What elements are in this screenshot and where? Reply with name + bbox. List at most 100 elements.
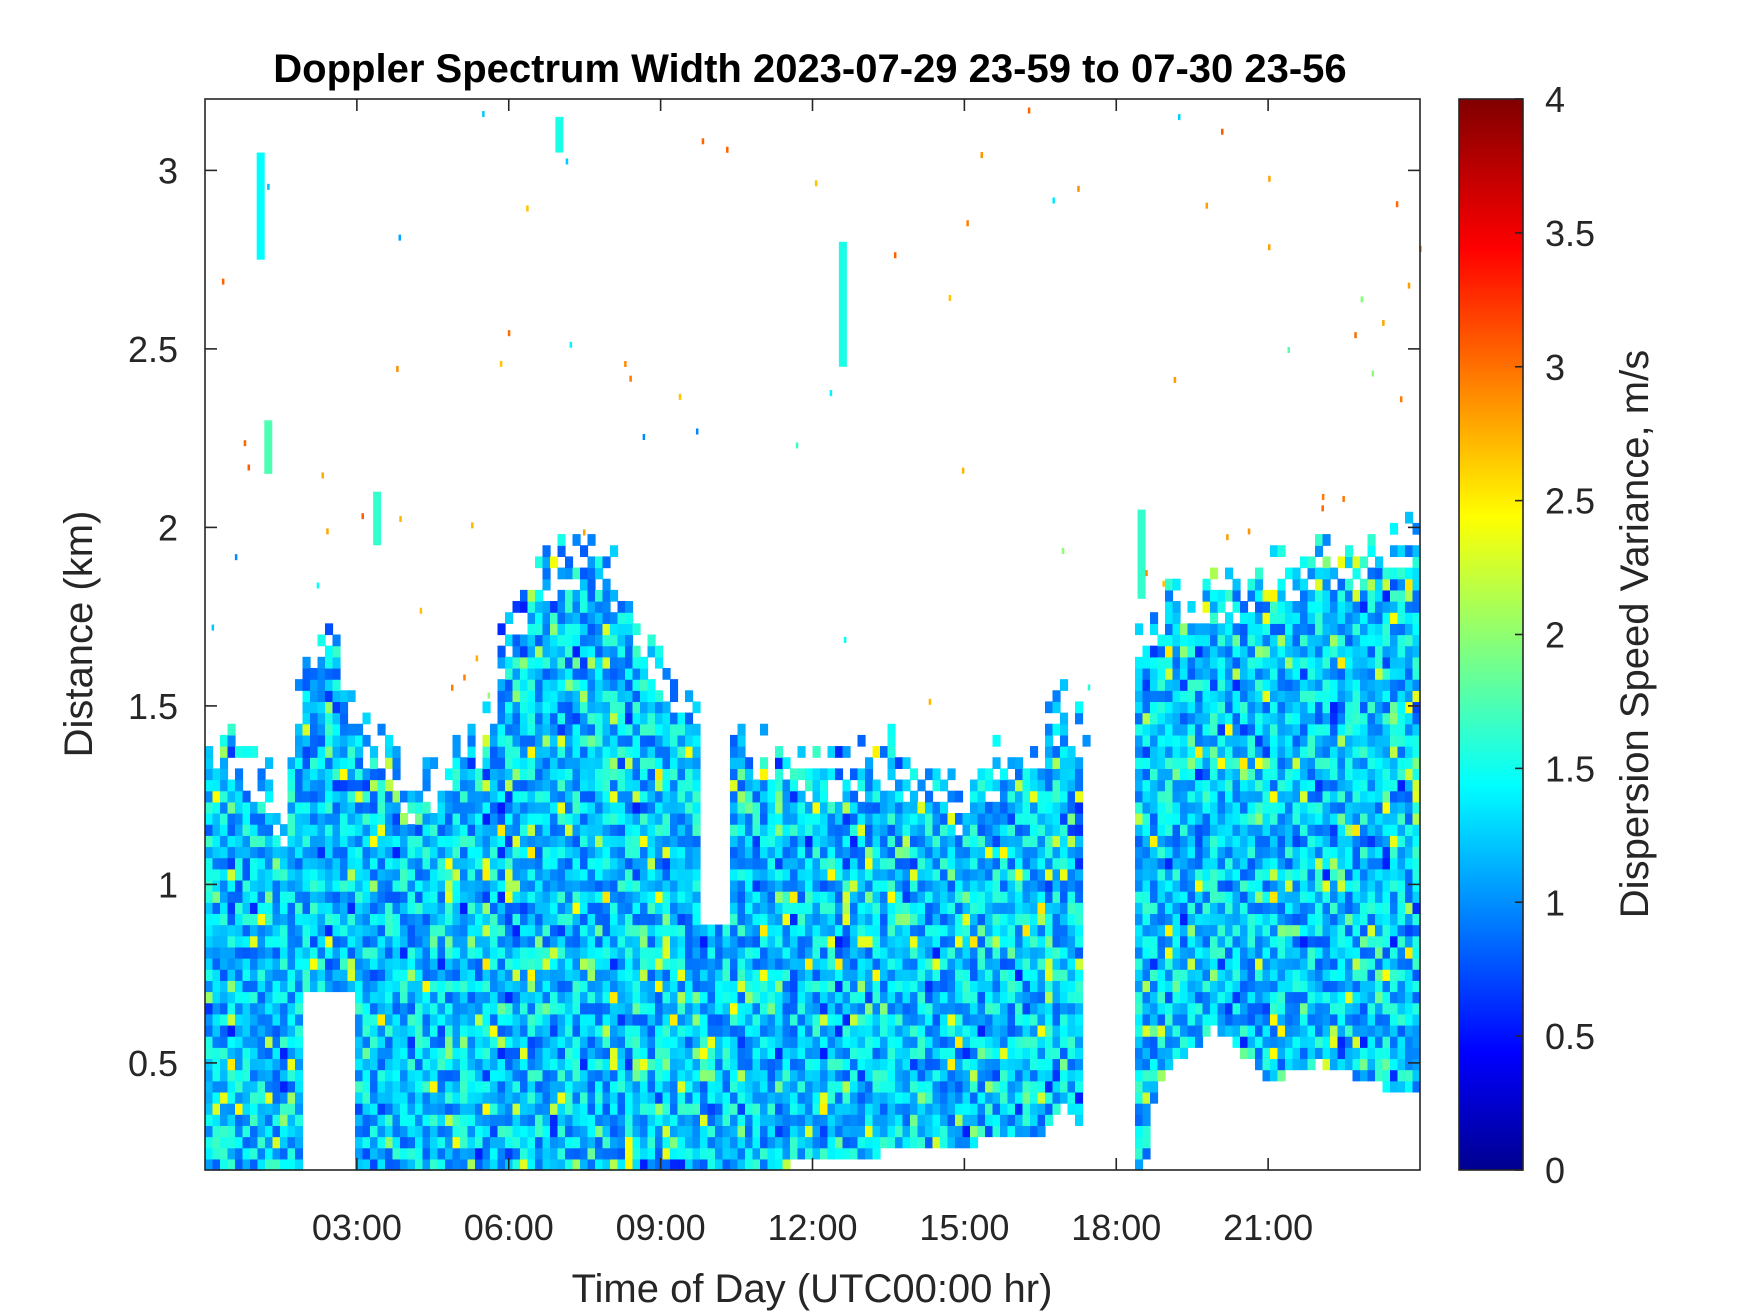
heatmap-cell <box>1015 768 1024 781</box>
heatmap-cell <box>460 1125 469 1138</box>
heatmap-cell <box>295 868 304 881</box>
heatmap-cell <box>902 868 911 881</box>
heatmap-cell <box>497 835 506 848</box>
heatmap-cell <box>482 1036 491 1048</box>
heatmap-cell <box>520 1114 529 1126</box>
heatmap-cell <box>595 946 604 959</box>
heatmap-cell <box>617 879 626 892</box>
heatmap-cell <box>452 1080 461 1093</box>
heatmap-cell <box>670 969 679 981</box>
heatmap-cell <box>865 913 874 926</box>
heatmap-cell <box>1075 879 1084 892</box>
heatmap-cell <box>1142 857 1151 870</box>
heatmap-cell <box>572 623 581 636</box>
heatmap-cell <box>527 701 536 714</box>
heatmap-cell <box>310 835 319 848</box>
heatmap-cell <box>617 1002 626 1015</box>
heatmap-cell <box>1187 601 1196 613</box>
heatmap-cell <box>242 935 251 948</box>
heatmap-cell <box>865 846 874 859</box>
heatmap-cell <box>895 902 904 915</box>
heatmap-cell <box>662 1080 671 1093</box>
heatmap-cell <box>287 1091 296 1104</box>
heatmap-cell <box>490 924 499 937</box>
heatmap-cell <box>400 835 409 848</box>
heatmap-cell <box>227 1147 236 1160</box>
heatmap-cell <box>370 801 379 814</box>
heatmap-cell <box>730 757 739 769</box>
heatmap-cell <box>1180 712 1189 725</box>
heatmap-cell <box>895 790 904 803</box>
heatmap-cell <box>760 757 769 769</box>
heatmap-cell <box>962 935 971 948</box>
heatmap-cell <box>212 1080 221 1093</box>
heatmap-cell <box>490 969 499 981</box>
heatmap-cell <box>1007 1069 1016 1082</box>
heatmap-cell <box>602 701 611 714</box>
heatmap-cell <box>295 980 304 993</box>
heatmap-cell <box>1060 935 1069 948</box>
heatmap-cell <box>317 913 326 926</box>
heatmap-cell <box>220 801 229 814</box>
heatmap-cell <box>287 891 296 903</box>
heatmap-cell <box>505 757 514 769</box>
heatmap-cell <box>392 846 401 859</box>
heatmap-cell <box>422 879 431 892</box>
heatmap-cell <box>475 1125 484 1138</box>
heatmap-cell <box>460 1103 469 1115</box>
heatmap-cell <box>992 991 1001 1004</box>
heatmap-cell <box>542 1091 551 1104</box>
heatmap-cell <box>872 1069 881 1082</box>
heatmap-cell <box>647 1047 656 1060</box>
heatmap-cell <box>512 824 521 836</box>
heatmap-cell <box>1037 768 1046 781</box>
heatmap-cell <box>220 824 229 836</box>
heatmap-cell <box>752 868 761 881</box>
heatmap-cell <box>452 1114 461 1126</box>
heatmap-cell <box>670 868 679 881</box>
heatmap-cell <box>505 768 514 781</box>
heatmap-cell <box>302 746 311 758</box>
heatmap-cell <box>655 1036 664 1048</box>
heatmap-cell <box>745 846 754 859</box>
heatmap-cell <box>880 1058 889 1071</box>
heatmap-cell <box>505 1013 514 1026</box>
heatmap-cell <box>670 1036 679 1048</box>
heatmap-cell <box>310 824 319 836</box>
heatmap-cell <box>625 902 634 915</box>
heatmap-cell <box>527 712 536 725</box>
heatmap-cell <box>1037 1091 1046 1104</box>
heatmap-cell <box>1135 656 1144 669</box>
heatmap-cell <box>587 567 596 580</box>
heatmap-cell <box>445 801 454 814</box>
heatmap-cell <box>595 1036 604 1048</box>
heatmap-cell <box>737 958 746 970</box>
heatmap-cell <box>887 913 896 926</box>
heatmap-cell <box>865 980 874 993</box>
heatmap-cell <box>535 846 544 859</box>
heatmap-cell <box>730 1069 739 1082</box>
heatmap-cell <box>490 991 499 1004</box>
heatmap-cell <box>655 969 664 981</box>
heatmap-cell <box>685 1013 694 1026</box>
heatmap-cell <box>572 757 581 769</box>
heatmap-cell <box>767 1047 776 1060</box>
heatmap-cell <box>865 946 874 959</box>
heatmap-cell <box>520 958 529 970</box>
heatmap-cell <box>835 1136 844 1149</box>
heatmap-cell <box>490 846 499 859</box>
heatmap-cell <box>782 1013 791 1026</box>
heatmap-cell <box>325 734 334 747</box>
heatmap-cell <box>1045 857 1054 870</box>
heatmap-cell <box>565 1125 574 1138</box>
heatmap-cell <box>1232 679 1241 691</box>
heatmap-cell <box>1232 868 1241 881</box>
heatmap-cell <box>625 601 634 613</box>
heatmap-cell <box>490 958 499 970</box>
heatmap-cell <box>677 924 686 937</box>
heatmap-cell <box>272 1069 281 1082</box>
heatmap-cell <box>340 935 349 948</box>
heatmap-cell <box>1000 1047 1009 1060</box>
heatmap-cell <box>370 1114 379 1126</box>
heatmap-cell <box>310 813 319 825</box>
